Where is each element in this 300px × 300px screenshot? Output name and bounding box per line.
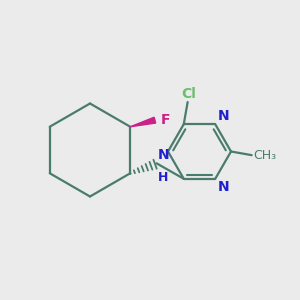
Text: N: N — [218, 180, 229, 194]
Text: N: N — [218, 109, 229, 123]
Text: CH₃: CH₃ — [253, 148, 276, 162]
Text: F: F — [160, 112, 170, 127]
Text: N: N — [158, 148, 170, 162]
Text: Cl: Cl — [181, 87, 196, 100]
Polygon shape — [130, 117, 156, 127]
Text: H: H — [158, 171, 169, 184]
